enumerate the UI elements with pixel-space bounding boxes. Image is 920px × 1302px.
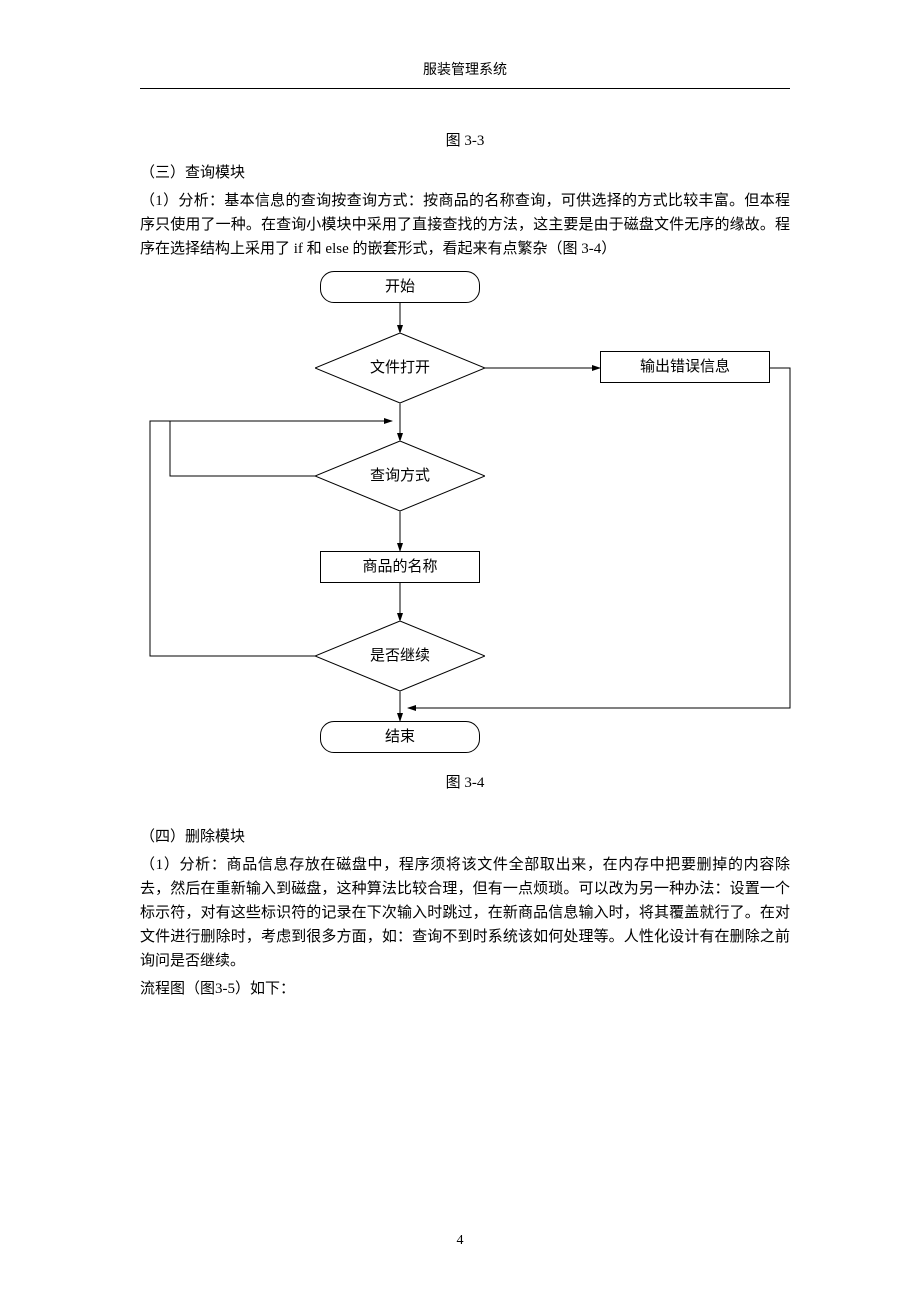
node-start-label: 开始 [385,275,415,299]
node-error: 输出错误信息 [600,351,770,383]
flowchart-3-4: 开始 文件打开 输出错误信息 查询方式 商品的名称 是否继续 结束 [140,271,800,761]
section-3-paragraph: （1）分析：基本信息的查询按查询方式：按商品的名称查询，可供选择的方式比较丰富。… [140,189,790,261]
page-header: 服装管理系统 [140,60,790,89]
section-4-paragraph-1: （1）分析：商品信息存放在磁盘中，程序须将该文件全部取出来，在内存中把要删掉的内… [140,853,790,973]
page-number: 4 [0,1230,920,1252]
node-query-mode-label: 查询方式 [315,441,485,511]
section-4-paragraph-2: 流程图（图3-5）如下： [140,977,790,1001]
node-continue: 是否继续 [315,621,485,691]
node-end-label: 结束 [385,725,415,749]
section-4-title: （四）删除模块 [140,825,790,849]
figure-caption-3-3: 图 3-3 [140,129,790,153]
node-error-label: 输出错误信息 [640,355,730,379]
node-start: 开始 [320,271,480,303]
node-continue-label: 是否继续 [315,621,485,691]
node-file-open: 文件打开 [315,333,485,403]
section-3-title: （三）查询模块 [140,161,790,185]
figure-caption-3-4: 图 3-4 [140,771,790,795]
node-product-name-label: 商品的名称 [362,555,437,579]
node-product-name: 商品的名称 [320,551,480,583]
node-query-mode: 查询方式 [315,441,485,511]
node-file-open-label: 文件打开 [315,333,485,403]
node-end: 结束 [320,721,480,753]
